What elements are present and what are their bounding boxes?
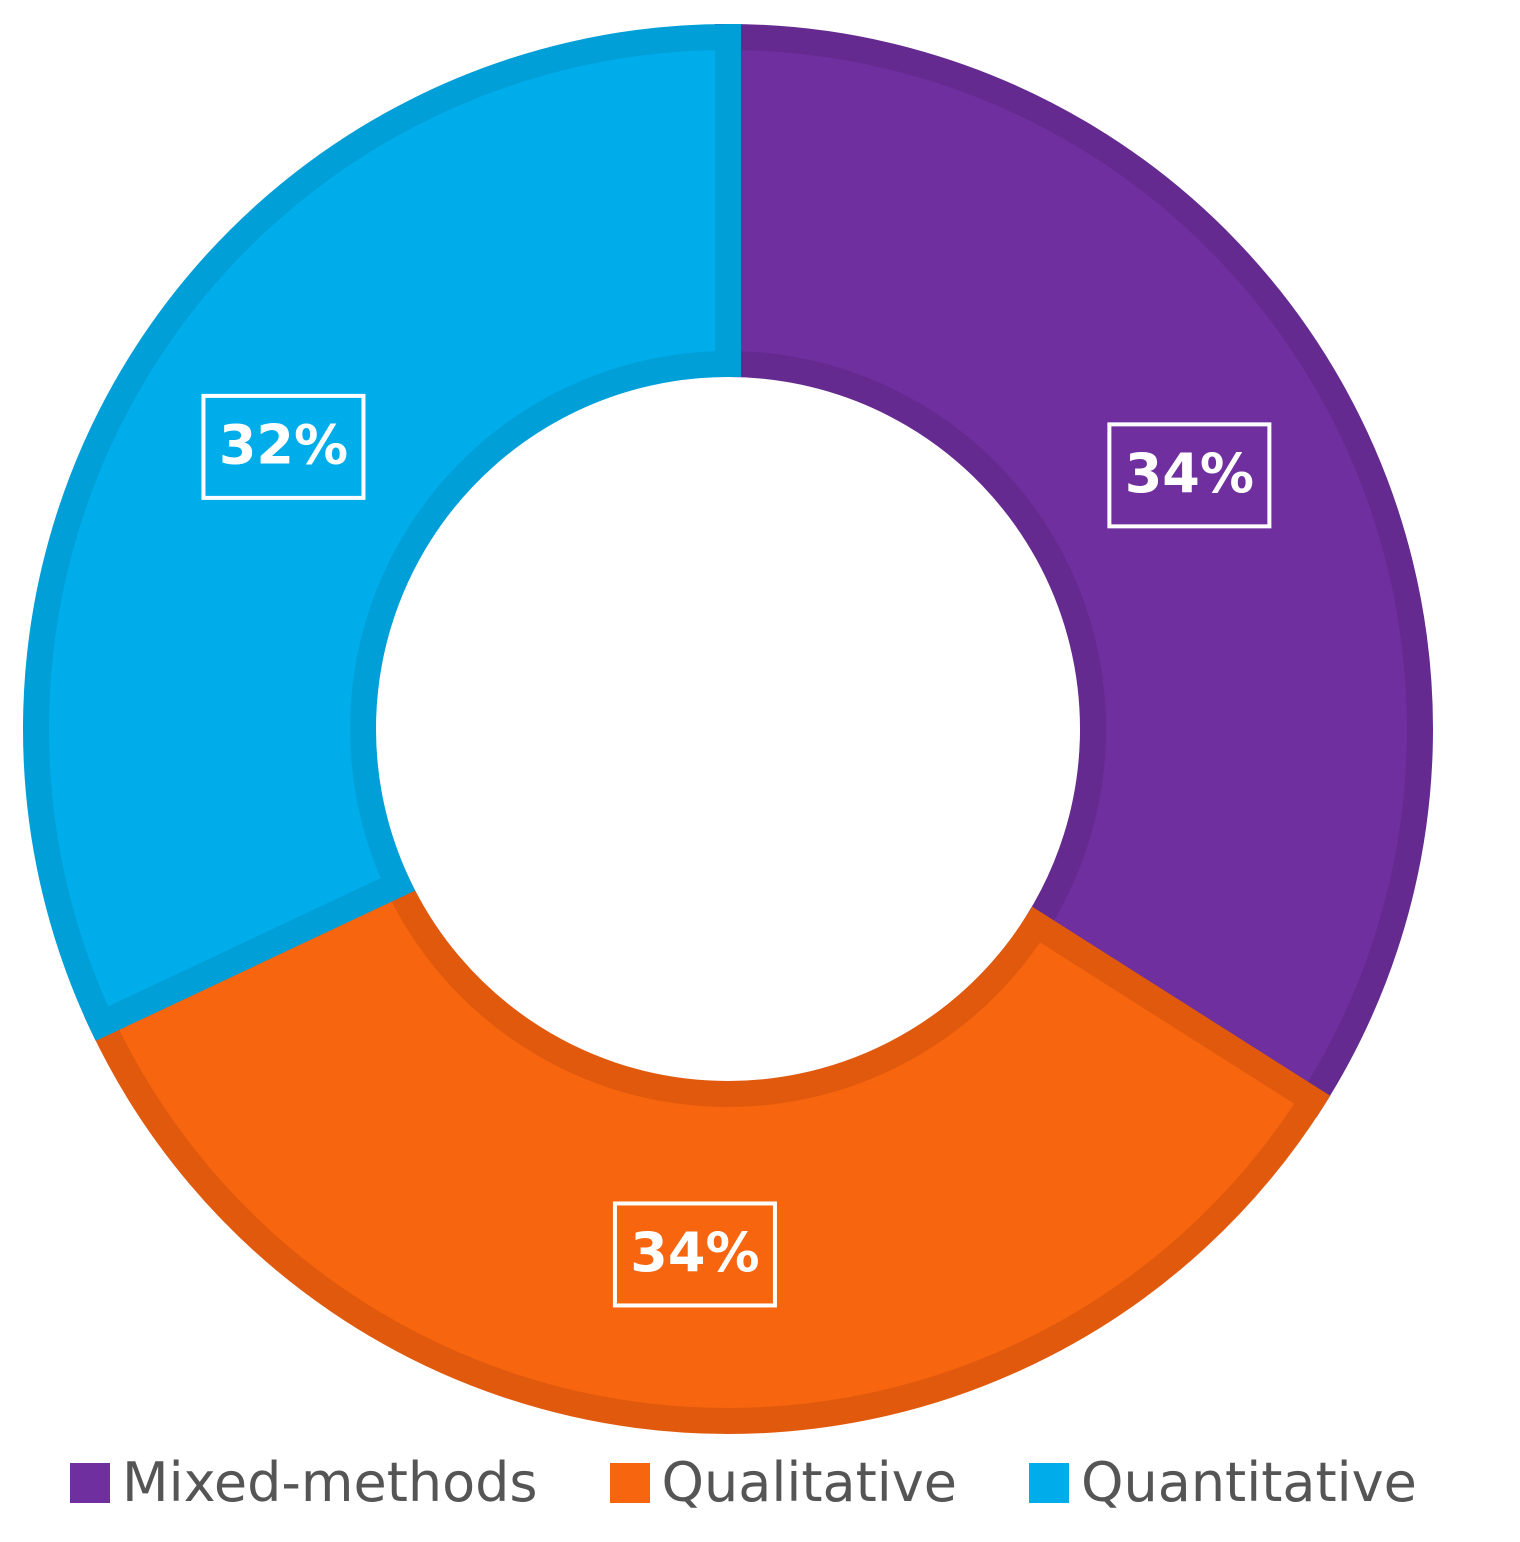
legend-item-qualitative[interactable]: Qualitative bbox=[609, 1451, 957, 1514]
legend-label-mixed-methods: Mixed-methods bbox=[122, 1451, 538, 1514]
data-label-mixed-methods: 34% bbox=[1107, 422, 1272, 529]
data-label-qualitative: 34% bbox=[612, 1201, 777, 1308]
slice-qualitative[interactable] bbox=[84, 867, 1331, 1434]
data-label-text: 32% bbox=[219, 414, 348, 477]
legend-swatch-quantitative bbox=[1029, 1463, 1069, 1503]
legend-item-quantitative[interactable]: Quantitative bbox=[1029, 1456, 1417, 1510]
data-label-box bbox=[201, 393, 366, 500]
legend-swatch-qualitative bbox=[609, 1463, 650, 1503]
legend-item-mixed-methods[interactable]: Mixed-methods bbox=[70, 1456, 538, 1510]
legend-label-quantitative: Quantitative bbox=[1081, 1451, 1417, 1514]
legend-label-qualitative: Qualitative bbox=[661, 1451, 957, 1514]
legend-swatch-mixed-methods bbox=[70, 1463, 110, 1503]
data-label-quantitative: 32% bbox=[201, 393, 366, 500]
chart-legend: Mixed-methods Qualitative Quantitative bbox=[70, 1448, 1417, 1518]
data-label-text: 34% bbox=[630, 1221, 759, 1284]
donut-chart-svg: 34% 34% 32% bbox=[23, 23, 1433, 1434]
data-label-box bbox=[612, 1201, 777, 1308]
slice-quantitative[interactable] bbox=[23, 23, 741, 1041]
slice-mixed-methods[interactable] bbox=[715, 23, 1433, 1118]
data-label-text: 34% bbox=[1125, 442, 1254, 505]
data-label-box bbox=[1107, 422, 1272, 529]
